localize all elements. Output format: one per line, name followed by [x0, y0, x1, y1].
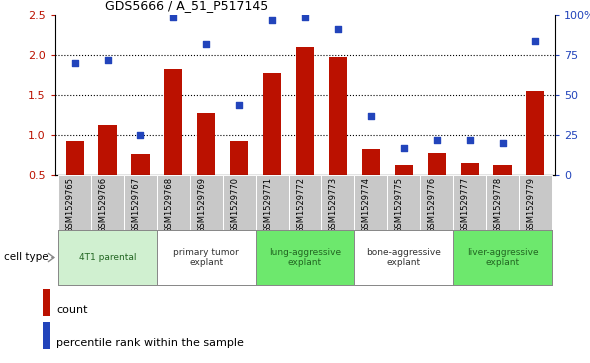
Bar: [124, 175, 157, 230]
Bar: [486, 175, 519, 230]
Text: GDS5666 / A_51_P517145: GDS5666 / A_51_P517145: [105, 0, 268, 12]
Bar: [519, 175, 552, 230]
Point: [202, 41, 211, 47]
Bar: [58, 230, 157, 285]
Text: GSM1529773: GSM1529773: [329, 177, 338, 233]
Point: [103, 57, 112, 63]
Text: GSM1529766: GSM1529766: [99, 177, 107, 233]
Bar: [362, 148, 380, 175]
Bar: [387, 175, 420, 230]
Point: [169, 14, 178, 20]
Bar: [526, 91, 545, 175]
Text: lung-aggressive
explant: lung-aggressive explant: [269, 248, 341, 267]
Bar: [132, 154, 149, 175]
Bar: [296, 47, 314, 175]
Point: [465, 137, 474, 143]
Bar: [197, 113, 215, 175]
Point: [366, 113, 376, 119]
Bar: [255, 175, 289, 230]
Text: percentile rank within the sample: percentile rank within the sample: [57, 338, 244, 348]
Text: liver-aggressive
explant: liver-aggressive explant: [467, 248, 538, 267]
Point: [531, 38, 540, 44]
Bar: [157, 175, 190, 230]
Text: GSM1529768: GSM1529768: [165, 177, 173, 233]
Text: GSM1529765: GSM1529765: [65, 177, 74, 233]
Bar: [190, 175, 223, 230]
Text: GSM1529767: GSM1529767: [132, 177, 140, 233]
Bar: [428, 154, 445, 175]
Point: [498, 140, 507, 146]
Point: [399, 145, 408, 151]
Text: GSM1529771: GSM1529771: [263, 177, 272, 233]
Text: count: count: [57, 305, 88, 315]
Text: GSM1529776: GSM1529776: [428, 177, 437, 233]
Bar: [230, 140, 248, 175]
Text: GSM1529775: GSM1529775: [395, 177, 404, 233]
Point: [432, 137, 441, 143]
Text: cell type: cell type: [4, 253, 52, 262]
Bar: [420, 175, 453, 230]
Bar: [355, 230, 453, 285]
Bar: [223, 175, 255, 230]
Text: GSM1529778: GSM1529778: [493, 177, 503, 233]
Bar: [322, 175, 355, 230]
Bar: [263, 73, 281, 175]
Text: bone-aggressive
explant: bone-aggressive explant: [366, 248, 441, 267]
Bar: [157, 230, 255, 285]
Bar: [493, 164, 512, 175]
Bar: [461, 163, 478, 175]
Text: GSM1529774: GSM1529774: [362, 177, 371, 233]
Text: GSM1529779: GSM1529779: [526, 177, 536, 233]
Bar: [99, 125, 117, 175]
Text: GSM1529777: GSM1529777: [461, 177, 470, 233]
Text: GSM1529769: GSM1529769: [197, 177, 206, 233]
Point: [267, 17, 277, 23]
Bar: [65, 140, 84, 175]
Point: [300, 14, 310, 20]
Bar: [329, 57, 347, 175]
Text: GSM1529772: GSM1529772: [296, 177, 305, 233]
Bar: [43, 289, 50, 315]
Text: GSM1529770: GSM1529770: [230, 177, 239, 233]
Bar: [453, 175, 486, 230]
Bar: [355, 175, 387, 230]
Text: 4T1 parental: 4T1 parental: [79, 253, 136, 262]
Bar: [164, 69, 182, 175]
Bar: [453, 230, 552, 285]
Bar: [289, 175, 322, 230]
Text: primary tumor
explant: primary tumor explant: [173, 248, 239, 267]
Point: [234, 102, 244, 107]
Point: [70, 60, 79, 66]
Bar: [43, 322, 50, 349]
Point: [333, 26, 343, 32]
Bar: [91, 175, 124, 230]
Bar: [395, 166, 413, 175]
Bar: [58, 175, 91, 230]
Point: [136, 132, 145, 138]
Bar: [255, 230, 355, 285]
